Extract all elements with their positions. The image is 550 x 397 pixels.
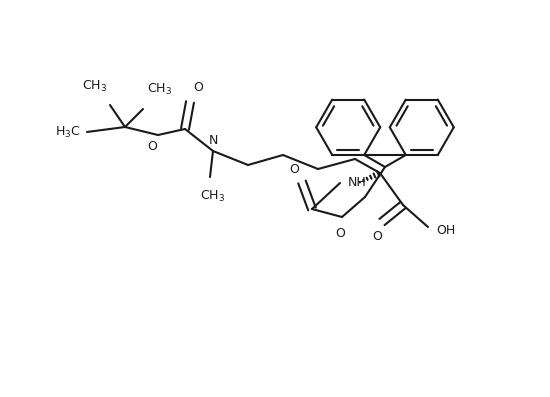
Text: O: O bbox=[289, 163, 299, 176]
Text: H$_3$C: H$_3$C bbox=[56, 124, 81, 140]
Text: CH$_3$: CH$_3$ bbox=[147, 82, 172, 97]
Text: OH: OH bbox=[436, 224, 455, 237]
Text: O: O bbox=[372, 230, 382, 243]
Text: O: O bbox=[335, 227, 345, 240]
Text: CH$_3$: CH$_3$ bbox=[200, 189, 225, 204]
Text: O: O bbox=[147, 140, 157, 153]
Text: CH$_3$: CH$_3$ bbox=[82, 79, 107, 94]
Text: O: O bbox=[193, 81, 203, 94]
Text: NH: NH bbox=[348, 177, 367, 189]
Text: N: N bbox=[208, 134, 218, 147]
